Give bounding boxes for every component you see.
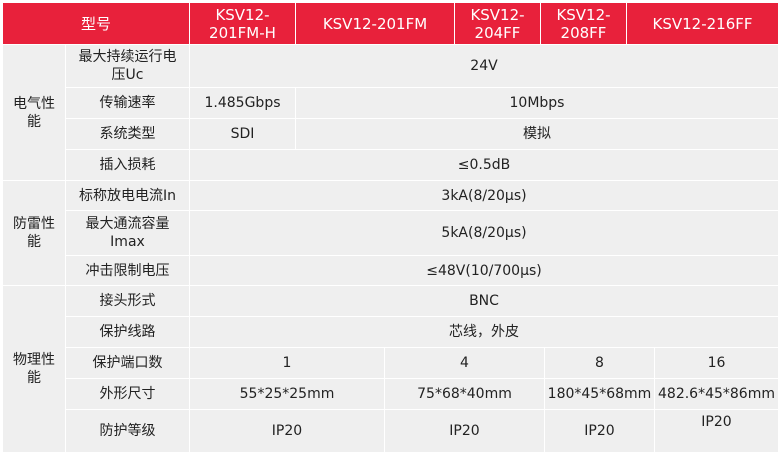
row-value: IP20 (545, 410, 655, 453)
row-value: ≤0.5dB (190, 150, 779, 181)
header-model: KSV12-204FF (455, 3, 541, 45)
row-value: 16 (655, 348, 779, 379)
row-value: 3kA(8/20μs) (190, 181, 779, 211)
row-label: 插入损耗 (66, 150, 190, 181)
row-value: 10Mbps (296, 88, 779, 119)
row-value: 482.6*45*86mm (655, 379, 779, 410)
category-physical: 物理性能 (3, 286, 66, 453)
row-value: IP20 (655, 410, 779, 453)
header-model: KSV12-201FM-H (190, 3, 296, 45)
row-value: 180*45*68mm (545, 379, 655, 410)
row-label: 最大通流容量 Imax (66, 211, 190, 256)
row-value: 芯线，外皮 (190, 317, 779, 348)
row-value: ≤48V(10/700μs) (190, 256, 779, 286)
row-value: 55*25*25mm (190, 379, 385, 410)
row-value: SDI (190, 119, 296, 150)
row-value: 4 (385, 348, 545, 379)
header-model-label: 型号 (3, 3, 190, 45)
row-value: 5kA(8/20μs) (190, 211, 779, 256)
row-value: 8 (545, 348, 655, 379)
category-lightning: 防雷性能 (3, 181, 66, 286)
row-label: 防护等级 (66, 410, 190, 453)
row-label: 保护线路 (66, 317, 190, 348)
row-value: BNC (190, 286, 779, 317)
row-value: 1.485Gbps (190, 88, 296, 119)
row-value: 模拟 (296, 119, 779, 150)
row-value: 24V (190, 45, 779, 88)
row-label: 外形尺寸 (66, 379, 190, 410)
row-label: 传输速率 (66, 88, 190, 119)
row-label: 冲击限制电压 (66, 256, 190, 286)
category-electrical: 电气性能 (3, 45, 66, 181)
row-value: IP20 (190, 410, 385, 453)
row-label: 接头形式 (66, 286, 190, 317)
row-label: 系统类型 (66, 119, 190, 150)
header-model: KSV12-201FM (296, 3, 455, 45)
row-value: 1 (190, 348, 385, 379)
row-label: 保护端口数 (66, 348, 190, 379)
row-label: 标称放电电流In (66, 181, 190, 211)
row-label: 最大持续运行电压Uc (66, 45, 190, 88)
row-value: IP20 (385, 410, 545, 453)
header-model: KSV12-208FF (541, 3, 627, 45)
row-value: 75*68*40mm (385, 379, 545, 410)
header-model: KSV12-216FF (627, 3, 779, 45)
